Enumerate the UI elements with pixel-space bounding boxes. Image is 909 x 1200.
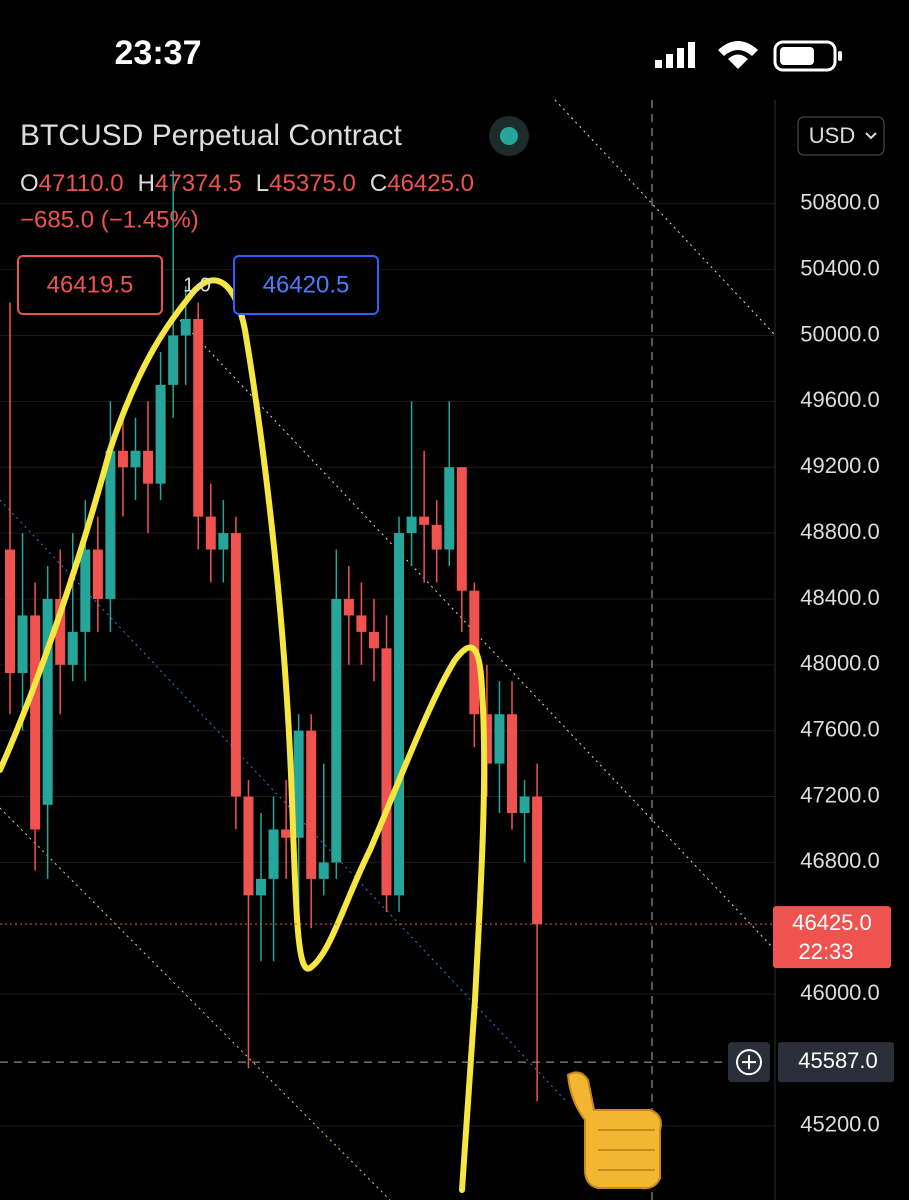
candle-body <box>80 549 91 632</box>
trendline <box>0 807 391 1200</box>
trendline <box>554 99 776 336</box>
symbol-title: BTCUSD Perpetual Contract <box>20 119 402 152</box>
price-axis <box>775 100 909 1200</box>
candle-body <box>30 615 41 830</box>
candle-body <box>5 549 15 674</box>
candle-body <box>117 450 128 468</box>
candle-body <box>130 450 141 468</box>
buy-button[interactable] <box>233 255 379 315</box>
candle-body <box>155 384 166 484</box>
candle-body <box>293 730 304 838</box>
crosshair-box <box>778 1042 894 1083</box>
candles <box>5 170 543 1102</box>
axis-labels: 45200.0 46000.0 46800.0 47200.0 47600.0 48000… <box>800 190 880 1137</box>
ohlc-key: O <box>20 170 39 197</box>
candle-body <box>368 631 379 649</box>
y-tick-label: 47200.0 <box>800 782 880 807</box>
candle-body <box>444 467 455 550</box>
candle-body <box>230 533 241 797</box>
add-alert-icon[interactable] <box>736 1049 762 1076</box>
sell-button[interactable] <box>17 255 163 315</box>
currency-caret <box>865 132 877 140</box>
ohlc-key: H <box>138 170 155 197</box>
candle-body <box>256 878 266 896</box>
candle-body <box>55 598 66 665</box>
countdown: 22:33 <box>798 939 853 964</box>
candle-body <box>17 615 28 674</box>
status-icons <box>655 40 842 72</box>
candle-body <box>205 516 216 550</box>
ohlc-value: 47374.5 <box>155 170 242 197</box>
hand-drawn-curve <box>0 277 488 1193</box>
y-tick-label: 45200.0 <box>800 1112 880 1137</box>
ohlc-key: C <box>370 170 387 197</box>
thumbs-up <box>566 1071 662 1190</box>
add-alert-plus[interactable] <box>742 1055 756 1070</box>
candle-body <box>218 533 229 550</box>
last-price-box <box>773 906 891 969</box>
candle-body <box>431 524 442 550</box>
ohlc-value: 47110.0 <box>39 170 124 197</box>
y-tick-label: 46000.0 <box>800 980 880 1005</box>
candle-body <box>318 862 329 879</box>
candle-body <box>331 598 342 863</box>
candle-body <box>92 549 103 599</box>
y-tick-label: 49200.0 <box>800 453 880 478</box>
y-tick-label: 50800.0 <box>800 190 880 215</box>
ohlc-value: 46425.0 <box>387 170 474 197</box>
last-price-label: 46425.0 <box>792 910 872 935</box>
crosshair-label: 45587.0 <box>798 1048 878 1073</box>
candle-body <box>143 450 154 484</box>
candle-body <box>532 796 543 925</box>
candle-body <box>419 516 430 525</box>
candle-body <box>168 335 179 385</box>
ask-price[interactable]: 46420.5 <box>263 271 350 298</box>
currency-button[interactable] <box>797 116 885 156</box>
candle-body <box>381 648 392 896</box>
y-tick-label: 48400.0 <box>800 585 880 610</box>
y-tick-label: 49600.0 <box>800 387 880 412</box>
candle-body <box>268 829 279 879</box>
y-tick-label: 48000.0 <box>800 651 880 676</box>
status-time: 23:37 <box>115 34 202 72</box>
candle-body <box>394 533 405 896</box>
candle-body <box>193 319 204 517</box>
candle-body <box>281 829 292 838</box>
y-tick-label: 48800.0 <box>800 519 880 544</box>
ohlc-key: L <box>256 170 269 197</box>
candle-body <box>507 714 517 814</box>
price-change: −685.0 (−1.45%) <box>20 206 199 233</box>
y-tick-label: 46800.0 <box>800 848 880 873</box>
spread: 1.0 <box>183 274 211 296</box>
currency-label[interactable]: USD <box>809 123 855 148</box>
candle-body <box>343 598 354 616</box>
candle-body <box>356 615 367 632</box>
candle-body <box>494 714 505 764</box>
ohlc-header: O47110.0 H47374.5 L45375.0 C46425.0 <box>20 170 474 197</box>
y-tick-label: 47600.0 <box>800 717 880 742</box>
candle-body <box>180 319 191 336</box>
candle-body <box>306 730 317 879</box>
candle-body <box>519 796 530 814</box>
candle-body <box>243 796 254 896</box>
market-status-dot <box>500 127 518 145</box>
y-tick-label: 50000.0 <box>800 321 880 346</box>
candle-body <box>105 450 116 599</box>
ohlc-value: 45375.0 <box>269 170 356 197</box>
candle-body <box>406 516 417 534</box>
candle-body <box>456 467 467 591</box>
candle-body <box>42 598 53 805</box>
candle-body <box>67 631 78 665</box>
y-tick-label: 50400.0 <box>800 255 880 280</box>
bid-price[interactable]: 46419.5 <box>47 271 134 298</box>
